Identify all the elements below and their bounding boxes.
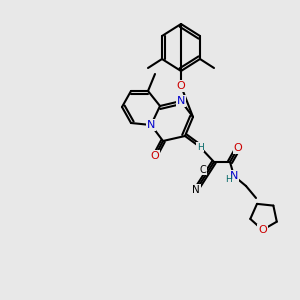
Text: N: N [230,171,238,181]
Text: C: C [200,165,206,175]
Text: H: H [225,176,231,184]
Text: N: N [177,96,185,106]
Text: O: O [234,143,242,153]
Text: N: N [147,120,155,130]
Text: N: N [192,185,200,195]
Text: O: O [151,151,159,161]
Text: H: H [196,142,203,152]
Text: O: O [177,81,185,91]
Text: O: O [258,225,267,235]
